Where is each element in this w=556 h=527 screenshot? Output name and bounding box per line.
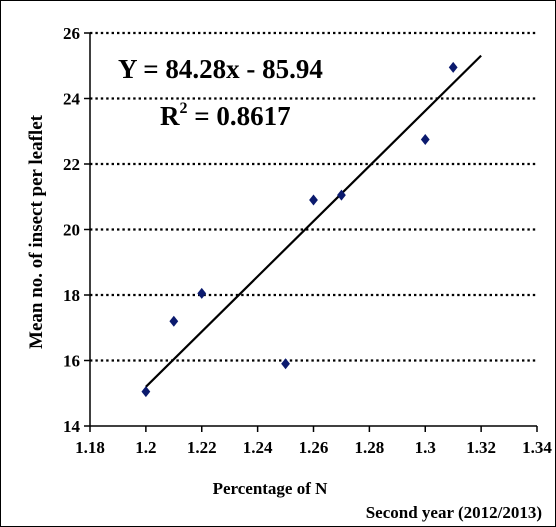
- x-tick-label: 1.34: [522, 438, 552, 457]
- y-tick-label: 20: [63, 221, 80, 240]
- y-tick-label: 16: [63, 352, 80, 371]
- trendline-group: [145, 54, 482, 388]
- trendline: [145, 54, 482, 388]
- x-tick-label: 1.24: [243, 438, 273, 457]
- x-tick-label: 1.22: [187, 438, 217, 457]
- x-tick-label: 1.32: [466, 438, 496, 457]
- data-point: [197, 287, 207, 299]
- y-tick-label: 14: [63, 417, 81, 436]
- x-axis-label: Percentage of N: [213, 479, 329, 498]
- x-tick-label: 1.3: [415, 438, 436, 457]
- x-tick-label: 1.26: [299, 438, 329, 457]
- y-tick-label: 24: [63, 90, 81, 109]
- x-tick-label: 1.28: [355, 438, 385, 457]
- points-group: [141, 61, 458, 398]
- r-squared-label: R2 = 0.8617: [160, 100, 291, 131]
- grid: [90, 31, 537, 362]
- x-tick-label: 1.2: [135, 438, 156, 457]
- data-point: [169, 315, 179, 327]
- tick-labels: 14 16 18 20 22 24 26 1.18 1.2 1.22 1.24 1.26 1.28 1.3…: [63, 24, 552, 457]
- y-tick-label: 26: [63, 24, 80, 43]
- data-point: [141, 386, 151, 398]
- data-point: [448, 61, 458, 73]
- r-squared-r: R: [160, 101, 180, 131]
- data-point: [309, 194, 318, 206]
- data-point: [281, 358, 290, 370]
- y-axis-label: Mean no. of insect per leaflet: [26, 114, 47, 349]
- x-tick-label: 1.18: [75, 438, 105, 457]
- y-tick-label: 18: [63, 286, 80, 305]
- axes: [84, 32, 538, 432]
- data-point: [337, 189, 346, 201]
- y-tick-label: 22: [63, 155, 80, 174]
- equation-label: Y = 84.28x - 85.94: [118, 54, 323, 84]
- data-point: [420, 133, 430, 145]
- r-squared-value: = 0.8617: [188, 101, 291, 131]
- r-squared-sup: 2: [180, 100, 188, 117]
- chart-caption: Second year (2012/2013): [366, 503, 542, 522]
